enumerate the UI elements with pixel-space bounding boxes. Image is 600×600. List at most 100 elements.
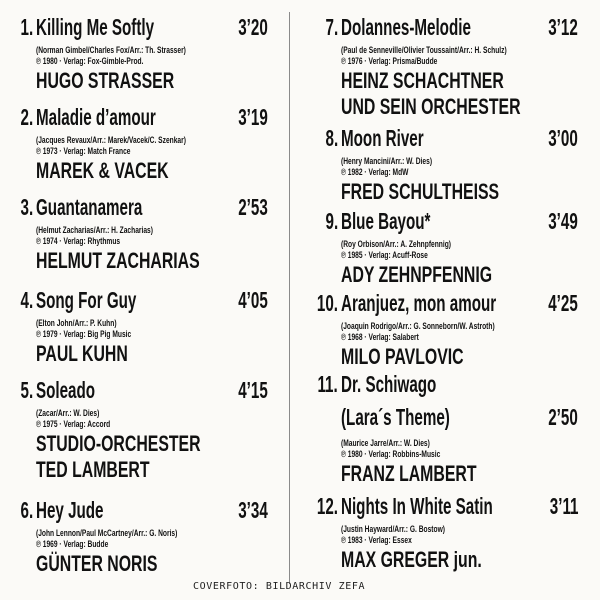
- track-duration: 4’25: [548, 290, 578, 316]
- composer-credits: (Norman Gimbel/Charles Fox/Arr.: Th. Str…: [36, 45, 186, 55]
- track-4: 4. Song For Guy 4’05 (Elton John/Arr.: P. K…: [20, 286, 268, 367]
- track-artist: HEINZ SCHACHTNER UND SEIN ORCHESTER: [341, 68, 578, 120]
- track-credits: (Jacques Revaux/Arr.: Marek/Vacek/C. Sze…: [36, 135, 268, 157]
- track-artist: MAX GREGER jun.: [341, 547, 578, 573]
- composer-credits: (Elton John/Arr.: P. Kuhn): [36, 318, 117, 328]
- artist-name: FRED SCHULTHEISS: [341, 179, 500, 204]
- cover-photo-credit: COVERFOTO: BILDARCHIV ZEFA: [193, 581, 366, 592]
- track-credits: (Roy Orbison/Arr.: A. Zehnpfennig) ℗ 1985…: [341, 239, 578, 261]
- track-5: 5. Soleado 4’15 (Zacar/Arr.: W. Dies) ℗ 1975…: [20, 376, 268, 483]
- track-title: Moon River: [341, 125, 424, 151]
- track-number: 8.: [325, 125, 338, 151]
- artist-name: PAUL KUHN: [36, 341, 128, 366]
- track-artist: MAREK & VACEK: [36, 158, 268, 184]
- track-artist: FRED SCHULTHEISS: [341, 179, 578, 205]
- composer-credits: (Zacar/Arr.: W. Dies): [36, 408, 100, 418]
- track-title: Hey Jude: [36, 497, 104, 523]
- track-credits: (Helmut Zacharias/Arr.: H. Zacharias) ℗ 1…: [36, 225, 268, 247]
- track-number: 1.: [20, 14, 33, 40]
- track-duration: 2’53: [238, 194, 268, 220]
- track-title: Dr. Schiwago: [341, 371, 437, 397]
- track-2: 2. Maladie d’amour 3’19 (Jacques Revaux/Arr…: [20, 103, 268, 184]
- track-artist: ADY ZEHNPFENNIG: [341, 262, 578, 288]
- track-number: 11.: [317, 371, 338, 397]
- artist-name: GÜNTER NORIS: [36, 551, 158, 576]
- artist-name: STUDIO-ORCHESTER: [36, 431, 201, 456]
- track-number: 3.: [20, 194, 33, 220]
- publishing-info: ℗ 1975 · Verlag: Accord: [36, 419, 111, 429]
- track-8: 8. Moon River 3’00 (Henry Mancini/Arr.: W. …: [325, 124, 578, 205]
- track-credits: (Norman Gimbel/Charles Fox/Arr.: Th. Str…: [36, 45, 268, 67]
- track-3: 3. Guantanamera 2’53 (Helmut Zacharias/Arr.…: [20, 193, 268, 274]
- track-duration: 3’19: [238, 104, 268, 130]
- track-artist: PAUL KUHN: [36, 341, 268, 367]
- composer-credits: (Henry Mancini/Arr.: W. Dies): [341, 156, 433, 166]
- track-artist: FRANZ LAMBERT: [341, 461, 578, 487]
- composer-credits: (Maurice Jarre/Arr.: W. Dies): [341, 438, 430, 448]
- track-9: 9. Blue Bayou* 3’49 (Roy Orbison/Arr.: A. Z…: [325, 207, 578, 288]
- composer-credits: (Paul de Senneville/Olivier Toussaint/Ar…: [341, 45, 507, 55]
- track-title: Blue Bayou*: [341, 208, 431, 234]
- track-duration: 2’50: [548, 404, 578, 430]
- track-duration: 4’15: [238, 377, 268, 403]
- track-credits: (Joaquin Rodrigo/Arr.: G. Sonneborn/W. A…: [341, 321, 578, 343]
- publishing-info: ℗ 1980 · Verlag: Fox-Gimble-Prod.: [36, 56, 144, 66]
- track-1: 1. Killing Me Softly 3’20 (Norman Gimbel/Ch…: [20, 13, 268, 94]
- publishing-info: ℗ 1982 · Verlag: MdW: [341, 167, 409, 177]
- artist-name: MILO PAVLOVIC: [341, 344, 464, 369]
- composer-credits: (Jacques Revaux/Arr.: Marek/Vacek/C. Sze…: [36, 135, 186, 145]
- track-number: 12.: [316, 493, 338, 519]
- track-credits: (Maurice Jarre/Arr.: W. Dies) ℗ 1980 · Ve…: [341, 438, 578, 460]
- artist-name: UND SEIN ORCHESTER: [341, 94, 521, 119]
- track-artist: HELMUT ZACHARIAS: [36, 248, 268, 274]
- track-title: (Lara´s Theme): [341, 404, 450, 430]
- artist-name: ADY ZEHNPFENNIG: [341, 262, 493, 287]
- track-duration: 4’05: [238, 287, 268, 313]
- composer-credits: (Roy Orbison/Arr.: A. Zehnpfennig): [341, 239, 452, 249]
- track-credits: (Justin Hayward/Arr.: G. Bostow) ℗ 1983 ·…: [341, 524, 578, 546]
- track-title: Song For Guy: [36, 287, 137, 313]
- publishing-info: ℗ 1974 · Verlag: Rhythmus: [36, 236, 121, 246]
- track-11: 11. Dr. Schiwago (Lara´s Theme) 2’50 (Mauric…: [318, 368, 578, 487]
- track-credits: (Paul de Senneville/Olivier Toussaint/Ar…: [341, 45, 578, 67]
- track-10: 10. Aranjuez, mon amour 4’25 (Joaquin Rodri…: [317, 289, 578, 370]
- track-title: Aranjuez, mon amour: [341, 290, 497, 316]
- artist-name: HEINZ SCHACHTNER: [341, 68, 504, 93]
- publishing-info: ℗ 1976 · Verlag: Prisma/Budde: [341, 56, 438, 66]
- track-title: Soleado: [36, 377, 96, 403]
- artist-name: TED LAMBERT: [36, 457, 150, 482]
- artist-name: MAREK & VACEK: [36, 158, 169, 183]
- track-title: Killing Me Softly: [36, 14, 155, 40]
- composer-credits: (Helmut Zacharias/Arr.: H. Zacharias): [36, 225, 153, 235]
- track-credits: (John Lennon/Paul McCartney/Arr.: G. Nor…: [36, 528, 268, 550]
- track-number: 10.: [316, 290, 338, 316]
- track-duration: 3’00: [548, 125, 578, 151]
- track-6: 6. Hey Jude 3’34 (John Lennon/Paul McCartne…: [20, 496, 268, 577]
- publishing-info: ℗ 1973 · Verlag: Match France: [36, 146, 131, 156]
- artist-name: HELMUT ZACHARIAS: [36, 248, 200, 273]
- composer-credits: (Joaquin Rodrigo/Arr.: G. Sonneborn/W. A…: [341, 321, 495, 331]
- track-duration: 3’34: [238, 497, 268, 523]
- track-duration: 3’49: [548, 208, 578, 234]
- track-title: Dolannes-Melodie: [341, 14, 471, 40]
- track-duration: 3’11: [549, 493, 578, 519]
- track-12: 12. Nights In White Satin 3’11 (Justin Hayw…: [317, 492, 578, 573]
- artist-name: MAX GREGER jun.: [341, 547, 482, 572]
- artist-name: FRANZ LAMBERT: [341, 461, 477, 486]
- publishing-info: ℗ 1969 · Verlag: Budde: [36, 539, 109, 549]
- publishing-info: ℗ 1985 · Verlag: Acuff-Rose: [341, 250, 428, 260]
- track-number: 4.: [20, 287, 33, 313]
- track-number: 7.: [325, 14, 338, 40]
- publishing-info: ℗ 1983 · Verlag: Essex: [341, 535, 412, 545]
- artist-name: HUGO STRASSER: [36, 68, 175, 93]
- track-duration: 3’20: [238, 14, 268, 40]
- track-number: 6.: [20, 497, 33, 523]
- track-title: Nights In White Satin: [341, 493, 493, 519]
- track-title: Guantanamera: [36, 194, 143, 220]
- track-artist: HUGO STRASSER: [36, 68, 268, 94]
- track-artist: MILO PAVLOVIC: [341, 344, 578, 370]
- composer-credits: (Justin Hayward/Arr.: G. Bostow): [341, 524, 445, 534]
- track-duration: 3’12: [548, 14, 578, 40]
- track-credits: (Henry Mancini/Arr.: W. Dies) ℗ 1982 · Ve…: [341, 156, 578, 178]
- track-artist: GÜNTER NORIS: [36, 551, 268, 577]
